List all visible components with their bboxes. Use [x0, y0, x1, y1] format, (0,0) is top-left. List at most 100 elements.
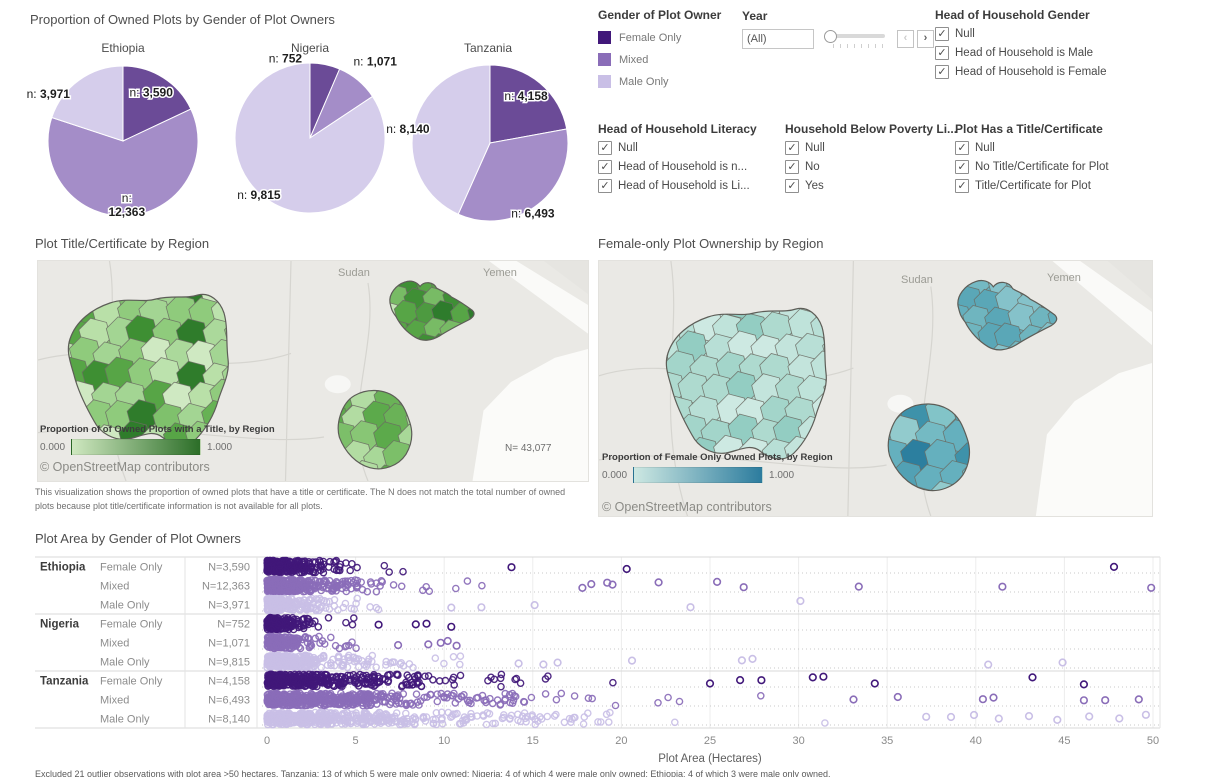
pie-label: n: 3,971 [27, 87, 71, 101]
pie-slice-mixed [457, 128, 569, 222]
year-prev-button[interactable]: ‹ [897, 30, 914, 48]
strip-n-label: N=8,140 [208, 714, 250, 726]
legend-label: Male Only [619, 75, 669, 88]
filter-checkbox-null[interactable]: ✓ Null [935, 27, 1107, 41]
x-axis-tick: 15 [527, 735, 539, 747]
x-axis-tick: 5 [353, 735, 359, 747]
strip-gender-label: Female Only [100, 562, 163, 574]
year-value-input[interactable] [742, 29, 814, 49]
year-slider-handle[interactable] [824, 29, 837, 43]
basemap-label: Yemen [483, 267, 517, 279]
strip-row-points [263, 689, 1143, 710]
pie-slice-male-only [411, 64, 491, 215]
x-axis-tick: 30 [792, 735, 804, 747]
filter-checkbox-yes[interactable]: ✓ Yes [785, 179, 957, 193]
legend-item-female-only[interactable]: Female Only [598, 31, 721, 44]
checkbox-checked-icon: ✓ [935, 65, 949, 79]
filter-checkbox-has-title[interactable]: ✓ Title/Certificate for Plot [955, 179, 1109, 193]
checkbox-checked-icon: ✓ [598, 141, 612, 155]
map1-attribution: © OpenStreetMap contributors [40, 460, 210, 474]
strip-n-label: N=752 [217, 619, 250, 631]
pie-title-nigeria: Nigeria [290, 41, 329, 55]
filter-checkbox-null[interactable]: ✓ Null [598, 141, 757, 155]
filter-checkbox-no[interactable]: ✓ No [785, 160, 957, 174]
filter-checkbox-literate[interactable]: ✓ Head of Household is Li... [598, 179, 757, 193]
country-tanzania [337, 389, 413, 470]
filter-checkbox-hoh-male[interactable]: ✓ Head of Household is Male [935, 46, 1107, 60]
year-filter-title: Year [742, 9, 768, 23]
strip-row-points [263, 613, 456, 634]
pie-slice-mixed [47, 108, 199, 217]
map2-attribution: © OpenStreetMap contributors [602, 500, 772, 514]
pie-slice-female-only [489, 64, 568, 144]
strip-footnote: Excluded 21 outlier observations with pl… [35, 769, 831, 777]
pie-label: n: 752 [269, 51, 303, 65]
x-axis-tick: 20 [615, 735, 627, 747]
strip-gender-label: Male Only [100, 657, 150, 669]
filter-checkbox-hoh-female[interactable]: ✓ Head of Household is Female [935, 65, 1107, 79]
pie-slice-female-only [122, 65, 192, 142]
strip-n-label: N=1,071 [208, 638, 250, 650]
checkbox-checked-icon: ✓ [598, 160, 612, 174]
gender-legend: Gender of Plot Owner Female Only Mixed M… [598, 8, 721, 88]
pie-chart-ethiopia[interactable]: n: 3,590 n: 12,363 n: 3,971 [25, 53, 218, 228]
strip-row-points [263, 594, 805, 615]
map1-n-annotation: N= 43,077 [505, 443, 552, 454]
x-axis-tick: 10 [438, 735, 450, 747]
pie-chart-tanzania[interactable]: n: 4,158 n: 6,493 n: 8,140 [385, 53, 585, 228]
filter-checkbox-null[interactable]: ✓ Null [785, 141, 957, 155]
map1-title: Plot Title/Certificate by Region [35, 236, 210, 251]
map1-gradient-bar [71, 439, 202, 455]
filter-checkbox-not-literate[interactable]: ✓ Head of Household is n... [598, 160, 757, 174]
pie-title-tanzania: Tanzania [463, 41, 513, 55]
filter-checkbox-null[interactable]: ✓ Null [955, 141, 1109, 155]
filter-poverty: Household Below Poverty Li... ✓ Null ✓ No … [785, 122, 957, 193]
basemap-label: Sudan [901, 274, 933, 286]
strip-country-label: Nigeria [40, 619, 80, 631]
legend-label: Female Only [619, 31, 682, 44]
checkbox-checked-icon: ✓ [955, 141, 969, 155]
checkbox-checked-icon: ✓ [955, 160, 969, 174]
legend-min: 0.000 [602, 469, 628, 481]
basemap-label: Yemen [1047, 272, 1081, 284]
legend-max: 1.000 [769, 469, 795, 481]
strip-gender-label: Male Only [100, 600, 150, 612]
map1-legend-title: Proportion of of Owned Plots with a Titl… [40, 424, 275, 435]
legend-item-mixed[interactable]: Mixed [598, 53, 721, 66]
pie-chart-nigeria[interactable]: n: 752 n: 1,071 n: 9,815 [215, 50, 405, 228]
pie-title-ethiopia: Ethiopia [101, 41, 145, 55]
filter-title: Plot Has a Title/Certificate [955, 122, 1103, 136]
filter-title: Head of Household Literacy [598, 122, 757, 136]
year-slider [824, 29, 885, 48]
strip-country-label: Ethiopia [40, 562, 86, 574]
map2-legend: Proportion of Female Only Owned Plots, b… [602, 452, 833, 483]
map1-caption: This visualization shows the proportion … [35, 487, 566, 512]
x-axis-tick: 50 [1147, 735, 1159, 747]
strip-row-points [263, 651, 1067, 672]
checkbox-checked-icon: ✓ [955, 179, 969, 193]
mixed-swatch [598, 53, 611, 66]
strip-n-label: N=9,815 [208, 657, 250, 669]
strip-country-label: Tanzania [40, 676, 89, 688]
map2-gradient-bar [633, 467, 764, 483]
checkbox-checked-icon: ✓ [785, 160, 799, 174]
pie-label: n: 1,071 [354, 55, 398, 69]
pie-label: n: 12,363 [108, 191, 145, 219]
checkbox-checked-icon: ✓ [935, 46, 949, 60]
legend-item-male-only[interactable]: Male Only [598, 75, 721, 88]
legend-label: Mixed [619, 53, 649, 66]
filter-hoh-literacy: Head of Household Literacy ✓ Null ✓ Head o… [598, 122, 757, 193]
strip-n-label: N=3,971 [208, 600, 250, 612]
x-axis-tick: 45 [1058, 735, 1070, 747]
year-next-button[interactable]: › [917, 30, 934, 48]
strip-gender-label: Mixed [100, 581, 129, 593]
year-slider-track[interactable] [833, 34, 885, 38]
filter-checkbox-no-title[interactable]: ✓ No Title/Certificate for Plot [955, 160, 1109, 174]
filter-title: Household Below Poverty Li... [785, 122, 958, 136]
x-axis-tick: 35 [881, 735, 893, 747]
male-only-swatch [598, 75, 611, 88]
strip-n-label: N=3,590 [208, 562, 250, 574]
strip-plot[interactable]: Ethiopia Female Only N=3,590 Mixed N=12,363 M… [0, 550, 1225, 769]
strip-title: Plot Area by Gender of Plot Owners [35, 531, 241, 546]
